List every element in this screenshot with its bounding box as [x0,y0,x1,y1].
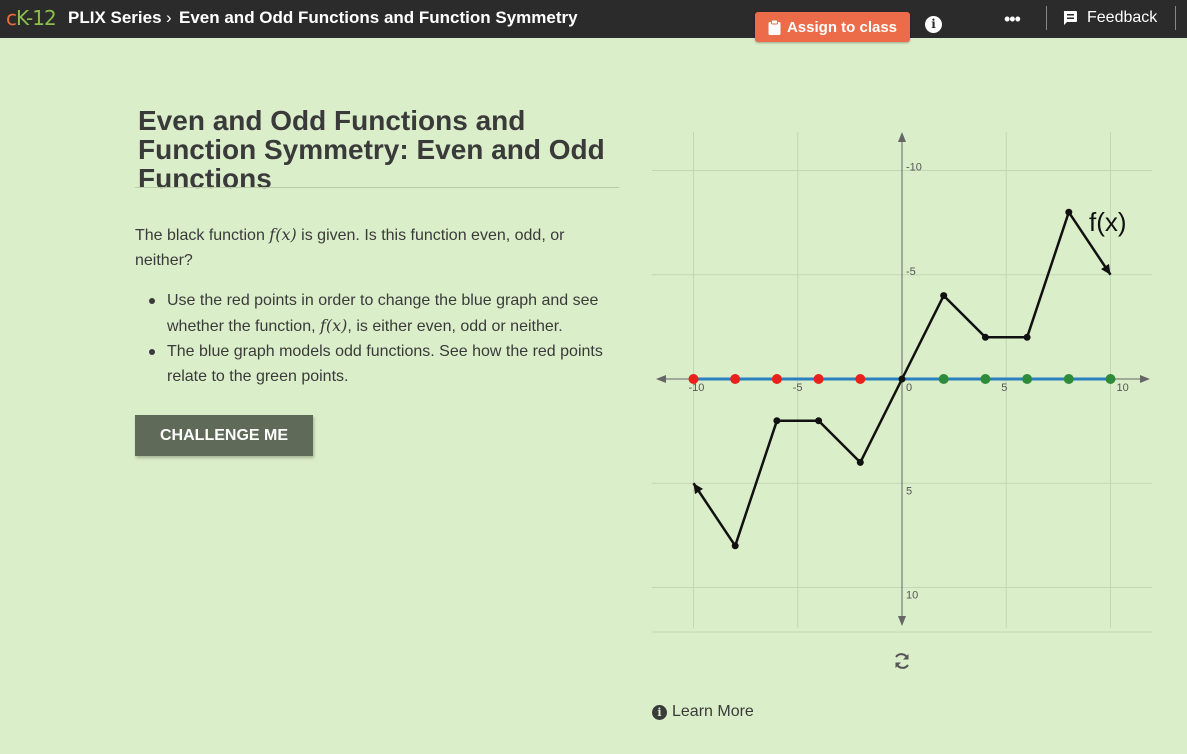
function-vertex [1065,208,1073,216]
red-control-point [855,374,866,384]
x-axis-arrow-right [1140,375,1150,383]
function-arrowhead [693,483,703,495]
feedback-button[interactable]: Feedback [1062,8,1157,28]
function-arrowhead [1101,263,1111,275]
instruction-before: Use the red points in order to change th… [167,292,599,335]
question-before: The black function [135,227,270,244]
function-vertex [731,542,739,550]
x-tick-label: -5 [793,382,803,394]
divider [1175,6,1176,30]
instruction-after: , is either even, odd or neither. [347,318,563,335]
green-point [1105,374,1116,384]
function-vertex [940,292,948,300]
question-math: f(x) [269,225,297,244]
function-vertex [1023,333,1031,341]
breadcrumb-title: Even and Odd Functions and Function Symm… [179,8,578,27]
divider [1046,6,1047,30]
y-tick-label: 5 [906,485,912,497]
refresh-icon[interactable] [892,651,912,671]
ck12-logo[interactable]: cK-12 [6,6,57,30]
breadcrumb-separator: › [166,8,172,27]
feedback-icon [1063,11,1077,25]
logo-k12: K-12 [16,6,57,30]
y-axis-arrow-up [898,132,906,142]
info-icon[interactable]: i [925,16,942,33]
instruction-list: Use the red points in order to change th… [149,288,617,389]
function-vertex [898,375,906,383]
feedback-label: Feedback [1087,9,1158,26]
x-axis-arrow-left [656,375,666,383]
y-axis-arrow-down [898,616,906,626]
info-icon: i [652,704,667,720]
x-tick-label: -10 [689,382,705,394]
red-control-point [730,374,741,384]
green-point [1063,374,1074,384]
instruction-item: Use the red points in order to change th… [149,288,617,339]
page-title: Even and Odd Functions and Function Symm… [138,105,605,194]
title-divider [135,187,619,188]
breadcrumb-series[interactable]: PLIX Series [68,8,162,27]
y-tick-label: -10 [906,162,922,174]
question-text: The black function f(x) is given. Is thi… [135,222,595,273]
clipboard-icon [768,19,781,35]
x-tick-label: 0 [906,382,912,394]
function-vertex [981,333,989,341]
instruction-math: f(x) [319,316,348,335]
assign-label: Assign to class [786,18,898,36]
red-control-point [771,374,782,384]
function-vertex [773,417,781,425]
y-tick-label: -5 [906,266,916,278]
learn-more-link[interactable]: i Learn More [652,703,754,721]
green-point [980,374,991,384]
assign-to-class-button[interactable]: Assign to class [755,12,910,42]
y-tick-label: 10 [906,590,918,602]
red-control-point [813,374,824,384]
red-control-point [688,374,699,384]
question-after: is given. Is this function even, odd, or… [135,227,565,269]
green-point [1022,374,1033,384]
challenge-me-button[interactable]: CHALLENGE ME [135,415,313,456]
x-tick-label: 10 [1117,382,1129,394]
instruction-item: The blue graph models odd functions. See… [149,339,617,389]
function-label: f(x) [1089,207,1127,237]
function-vertex [856,458,864,466]
logo-c: c [6,6,17,30]
function-vertex [815,417,823,425]
x-tick-label: 5 [1001,382,1007,394]
top-bar: cK-12 PLIX Series › Even and Odd Functio… [0,0,1187,42]
learn-more-label: Learn More [672,703,754,720]
more-options-icon[interactable]: ••• [1004,9,1021,29]
green-point [938,374,949,384]
